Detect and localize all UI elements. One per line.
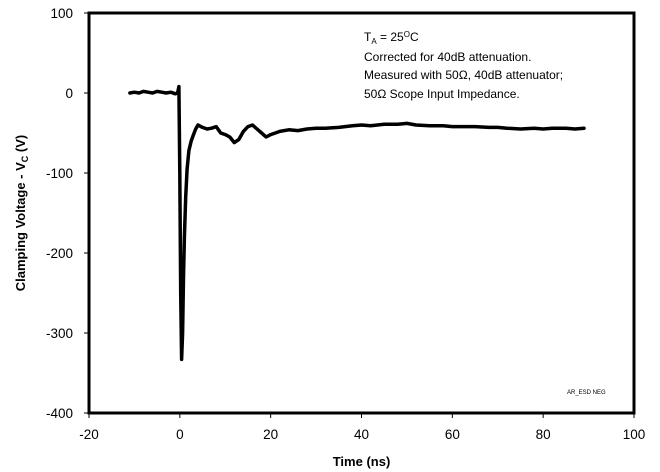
x-tick-label: 0 — [176, 427, 184, 442]
annotation-temperature: TA = 25OC — [364, 30, 419, 46]
y-axis-title-main: Clamping Voltage - V — [13, 162, 28, 291]
y-tick-label: 0 — [65, 86, 73, 101]
y-tick-label: 100 — [50, 6, 73, 21]
x-tick-label: 80 — [536, 427, 551, 442]
annotation-temperature-subscript: A — [371, 37, 377, 46]
annotation-temperature-prefix: T — [364, 30, 372, 44]
x-tick-label: 20 — [263, 427, 278, 442]
y-axis-title-unit: (V) — [13, 135, 28, 156]
y-tick-label: -100 — [46, 166, 73, 181]
series-line — [128, 84, 586, 362]
x-tick-label: 40 — [354, 427, 369, 442]
x-axis-title: Time (ns) — [333, 454, 391, 469]
x-axis-ticks: -20 0 20 40 60 80 100 — [79, 413, 645, 442]
figure-code-label: AR_ESD NEG — [567, 390, 606, 396]
x-tick-label: 100 — [623, 427, 646, 442]
y-tick-label: -300 — [46, 326, 73, 341]
annotation-temperature-superscript: O — [404, 30, 410, 39]
y-tick-label: -400 — [46, 406, 73, 421]
x-tick-label: -20 — [79, 427, 99, 442]
x-tick-label: 60 — [445, 427, 460, 442]
y-axis-ticks: 100 0 -100 -200 -300 -400 — [46, 6, 89, 421]
annotation-line-3: Measured with 50Ω, 40dB attenuator; — [364, 68, 563, 82]
annotation-line-2: Corrected for 40dB attenuation. — [364, 50, 531, 64]
annotation-line-4: 50Ω Scope Input Impedance. — [364, 87, 520, 101]
annotation-temperature-value: = 25 — [377, 30, 404, 44]
y-tick-label: -200 — [46, 246, 73, 261]
y-axis-title-subscript: C — [20, 155, 30, 162]
annotation-temperature-unit: C — [410, 30, 419, 44]
y-axis-title: Clamping Voltage - VC (V) — [13, 135, 30, 292]
